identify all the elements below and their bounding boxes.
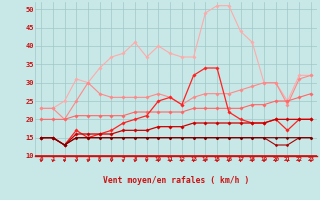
X-axis label: Vent moyen/en rafales ( km/h ): Vent moyen/en rafales ( km/h ) [103, 176, 249, 185]
